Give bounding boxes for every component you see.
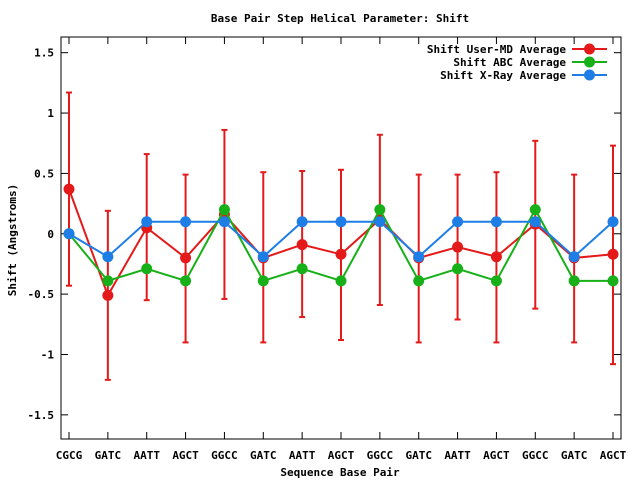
data-point — [452, 241, 464, 253]
data-point — [296, 263, 308, 275]
data-point — [607, 216, 619, 228]
data-point — [413, 275, 425, 287]
x-tick-label: AGCT — [172, 449, 199, 462]
data-point — [63, 183, 75, 195]
legend-label: Shift ABC Average — [453, 56, 566, 69]
series-3 — [63, 216, 619, 263]
legend-swatch-marker — [584, 43, 595, 55]
x-tick-label: GGCC — [211, 449, 238, 462]
y-tick-label: 1.5 — [34, 47, 54, 60]
data-point — [180, 275, 192, 287]
x-tick-label: AATT — [444, 449, 471, 462]
data-point — [335, 275, 347, 287]
data-point — [102, 275, 114, 287]
data-point — [490, 275, 502, 287]
legend-label: Shift User-MD Average — [427, 43, 566, 56]
x-tick-label: GGCC — [367, 449, 394, 462]
data-point — [568, 251, 580, 263]
axis-ticks: 1.5 1 0.5 0 -0.5 -1 -1.5 CGCG GATC AATT AGCT GGCC GA… — [28, 37, 627, 462]
data-point — [335, 248, 347, 260]
data-point — [529, 204, 541, 216]
data-point — [141, 216, 153, 228]
chart-title: Base Pair Step Helical Parameter: Shift — [211, 12, 469, 25]
data-point — [529, 216, 541, 228]
legend-swatch-marker — [584, 69, 595, 81]
x-tick-label: GATC — [250, 449, 277, 462]
data-point — [607, 248, 619, 260]
data-point — [335, 216, 347, 228]
x-tick-label: GATC — [561, 449, 588, 462]
x-tick-label: AATT — [133, 449, 160, 462]
data-point — [452, 263, 464, 275]
data-point — [374, 216, 386, 228]
x-tick-label: CGCG — [56, 449, 83, 462]
data-point — [180, 216, 192, 228]
series-1 — [63, 91, 619, 381]
data-point — [413, 251, 425, 263]
x-tick-label: AGCT — [600, 449, 627, 462]
x-axis-label: Sequence Base Pair — [280, 466, 400, 479]
y-tick-label: 0.5 — [34, 167, 54, 180]
data-point — [102, 251, 114, 263]
y-tick-label: 1 — [47, 107, 54, 120]
data-point — [141, 263, 153, 275]
data-point — [490, 216, 502, 228]
data-point — [180, 252, 192, 264]
series-2 — [63, 204, 619, 287]
x-tick-label: GATC — [405, 449, 432, 462]
y-tick-label: -1 — [41, 348, 55, 361]
data-point — [257, 251, 269, 263]
data-point — [257, 275, 269, 287]
x-tick-label: AGCT — [328, 449, 355, 462]
x-tick-label: AATT — [289, 449, 316, 462]
data-point — [296, 239, 308, 251]
legend-label: Shift X-Ray Average — [440, 69, 566, 82]
x-tick-label: GGCC — [522, 449, 549, 462]
data-point — [296, 216, 308, 228]
data-point — [490, 251, 502, 263]
x-tick-label: GATC — [95, 449, 122, 462]
data-point — [607, 275, 619, 287]
data-point — [374, 204, 386, 216]
data-point — [568, 275, 580, 287]
data-point — [102, 289, 114, 301]
x-tick-label: AGCT — [483, 449, 510, 462]
y-axis-label: Shift (Angstroms) — [6, 184, 19, 297]
data-point — [63, 228, 75, 240]
series-layer — [63, 91, 619, 381]
data-point — [218, 204, 230, 216]
y-tick-label: 0 — [47, 228, 54, 241]
legend-swatch-marker — [584, 56, 595, 68]
y-tick-label: -0.5 — [28, 288, 55, 301]
data-point — [218, 216, 230, 228]
y-tick-label: -1.5 — [28, 409, 55, 422]
data-point — [452, 216, 464, 228]
